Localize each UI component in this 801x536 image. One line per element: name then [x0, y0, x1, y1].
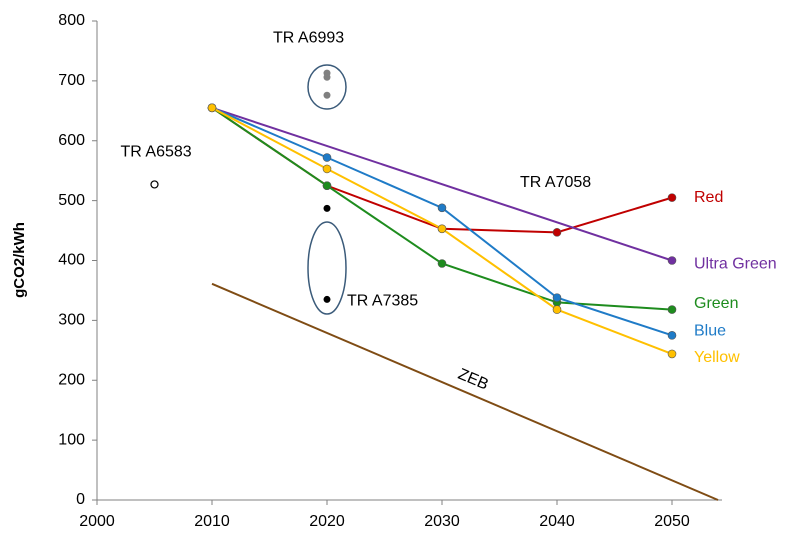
- data-point: [437, 224, 447, 234]
- data-point: [322, 181, 332, 190]
- data-point: [322, 153, 332, 162]
- y-tick-label: 700: [58, 72, 85, 89]
- data-point: [667, 349, 677, 359]
- annotation: TR A7058: [520, 174, 591, 191]
- data-point: [207, 103, 217, 113]
- zeb-line: [211, 282, 719, 501]
- x-tick-label: 2040: [539, 513, 575, 530]
- series-line: [211, 106, 673, 337]
- group-outline: [307, 221, 347, 315]
- y-tick-label: 600: [58, 132, 85, 149]
- point-label: TR A6993: [273, 29, 344, 46]
- series-line: [211, 106, 673, 262]
- data-point: [322, 164, 332, 174]
- y-tick-label: 800: [58, 12, 85, 29]
- y-tick-label: 500: [58, 192, 85, 209]
- series-label: Blue: [694, 323, 726, 340]
- data-point: [667, 193, 677, 202]
- data-point: [150, 180, 159, 189]
- x-tick-label: 2000: [79, 513, 115, 530]
- data-point: [323, 91, 331, 99]
- data-point: [667, 256, 677, 265]
- y-tick-label: 300: [58, 312, 85, 329]
- data-point: [667, 331, 677, 340]
- x-tick-label: 2030: [424, 513, 460, 530]
- series-label: Ultra Green: [694, 256, 777, 273]
- data-point: [323, 73, 331, 81]
- data-point: [437, 259, 447, 268]
- point-label: TR A6583: [121, 144, 192, 161]
- data-point: [552, 228, 562, 237]
- series-line: [211, 106, 673, 234]
- x-tick-label: 2050: [654, 513, 690, 530]
- x-tick-label: 2010: [194, 513, 230, 530]
- x-tick-label: 2020: [309, 513, 345, 530]
- point-label: TR A7385: [347, 293, 418, 310]
- group-outline: [307, 64, 347, 110]
- y-axis-label: gCO2/kWh: [11, 222, 28, 298]
- y-tick-label: 0: [76, 491, 85, 508]
- series-label: Yellow: [694, 349, 740, 366]
- data-point: [552, 293, 562, 302]
- data-point: [323, 295, 331, 303]
- data-point: [437, 203, 447, 213]
- data-point: [552, 305, 562, 314]
- series-label: Green: [694, 295, 738, 312]
- data-point: [667, 305, 677, 314]
- data-point: [323, 204, 331, 212]
- series-label: Red: [694, 189, 723, 206]
- y-tick-label: 200: [58, 371, 85, 388]
- y-tick-label: 400: [58, 252, 85, 269]
- y-tick-label: 100: [58, 431, 85, 448]
